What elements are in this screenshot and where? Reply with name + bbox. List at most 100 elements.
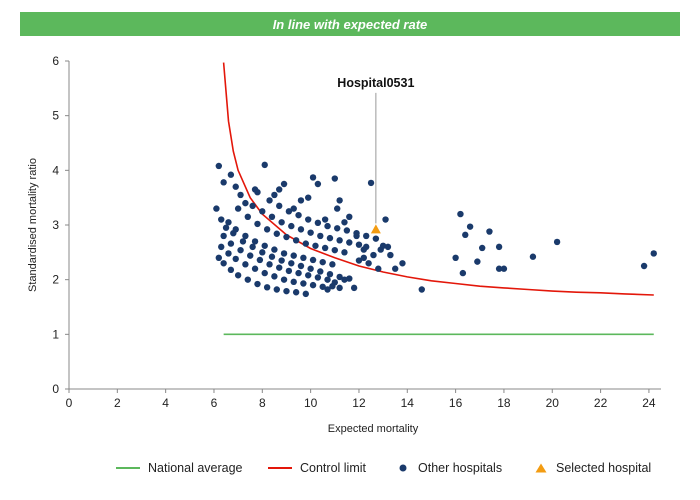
hospital-point	[341, 219, 348, 226]
hospital-point	[314, 180, 322, 188]
hospital-point	[309, 256, 317, 264]
other-hospitals-points	[213, 161, 657, 298]
hospital-point	[305, 194, 312, 201]
hospital-point	[244, 276, 252, 283]
hospital-point	[350, 284, 358, 292]
hospital-point	[336, 284, 343, 292]
hospital-point	[336, 273, 343, 281]
hospital-point	[232, 183, 239, 190]
hospital-point	[242, 232, 249, 240]
hospital-point	[300, 280, 307, 287]
legend-triangle-icon	[535, 463, 547, 473]
x-tick-label: 16	[449, 396, 463, 410]
hospital-point	[292, 289, 300, 296]
hospital-point	[495, 265, 503, 272]
hospital-point	[220, 179, 227, 186]
hospital-point	[346, 213, 353, 220]
hospital-point	[283, 287, 290, 295]
hospital-point	[346, 275, 353, 282]
y-tick-label: 5	[52, 109, 59, 123]
x-tick-label: 20	[546, 396, 560, 410]
status-banner: In line with expected rate	[20, 12, 680, 36]
hospital-point	[288, 260, 295, 267]
x-tick-label: 18	[497, 396, 511, 410]
hospital-point	[290, 278, 297, 286]
hospital-point	[307, 265, 314, 272]
y-tick-label: 6	[52, 54, 59, 68]
hospital-point	[227, 266, 235, 274]
hospital-point	[225, 250, 232, 257]
hospital-point	[336, 197, 343, 204]
hospital-point	[334, 205, 341, 212]
y-tick-label: 2	[52, 273, 59, 287]
x-tick-label: 8	[259, 396, 266, 410]
hospital-point	[276, 202, 283, 210]
x-tick-label: 22	[594, 396, 608, 410]
hospital-point	[640, 262, 648, 270]
hospital-point	[387, 251, 394, 259]
hospital-point	[324, 222, 331, 230]
hospital-point	[326, 234, 334, 242]
hospital-point	[251, 238, 259, 245]
hospital-point	[331, 175, 338, 182]
hospital-point	[329, 283, 336, 290]
hospital-point	[215, 254, 223, 261]
y-axis-label: Standardised mortality ratio	[27, 158, 39, 292]
legend-item-selected: Selected hospital	[534, 458, 651, 478]
hospital-point	[314, 274, 322, 281]
control-limit-line	[222, 62, 654, 296]
x-tick-label: 6	[211, 396, 218, 410]
hospital-point	[457, 210, 464, 218]
hospital-point	[295, 269, 302, 277]
hospital-point	[309, 174, 317, 181]
hospital-point	[222, 224, 230, 231]
hospital-point	[268, 253, 276, 260]
hospital-point	[319, 258, 326, 266]
x-axis-label: Expected mortality	[328, 423, 419, 435]
hospital-point	[266, 261, 273, 268]
hospital-point	[268, 213, 276, 220]
y-tick-label: 4	[52, 163, 59, 177]
hospital-point	[263, 284, 271, 291]
hospital-point	[353, 230, 360, 237]
hospital-point	[341, 249, 348, 256]
hospital-point	[285, 208, 293, 215]
hospital-point	[227, 240, 235, 247]
hospital-point	[466, 223, 474, 230]
y-tick-label: 1	[52, 327, 59, 341]
hospital-point	[341, 276, 348, 283]
hospital-point	[319, 283, 326, 290]
hospital-point	[242, 199, 249, 207]
hospital-point	[237, 246, 244, 254]
hospital-point	[336, 237, 343, 244]
hospital-point	[244, 213, 252, 220]
hospital-point	[317, 268, 324, 275]
hospital-point	[324, 286, 331, 293]
hospital-point	[297, 197, 305, 204]
hospital-point	[271, 246, 278, 253]
hospital-point	[283, 233, 290, 241]
x-tick-label: 10	[304, 396, 318, 410]
hospital-point	[459, 269, 467, 277]
hospital-point	[500, 265, 508, 272]
hospital-point	[305, 216, 312, 223]
hospital-point	[249, 202, 256, 210]
hospital-point	[370, 251, 377, 259]
x-tick-label: 0	[66, 396, 73, 410]
legend-item-national: National average	[116, 458, 243, 478]
selected-hospital-group: Hospital0531	[337, 76, 414, 234]
hospital-point	[218, 243, 225, 251]
hospital-point	[261, 242, 268, 249]
hospital-point	[251, 265, 259, 272]
hospital-point	[334, 225, 341, 232]
hospital-point	[278, 219, 285, 226]
hospital-point	[271, 273, 278, 280]
hospital-point	[276, 264, 283, 271]
hospital-point	[237, 191, 244, 199]
hospital-point	[247, 252, 254, 259]
hospital-point	[213, 205, 220, 212]
hospital-point	[495, 243, 503, 251]
hospital-point	[321, 216, 329, 223]
hospital-point	[280, 180, 288, 188]
hospital-point	[292, 237, 300, 244]
